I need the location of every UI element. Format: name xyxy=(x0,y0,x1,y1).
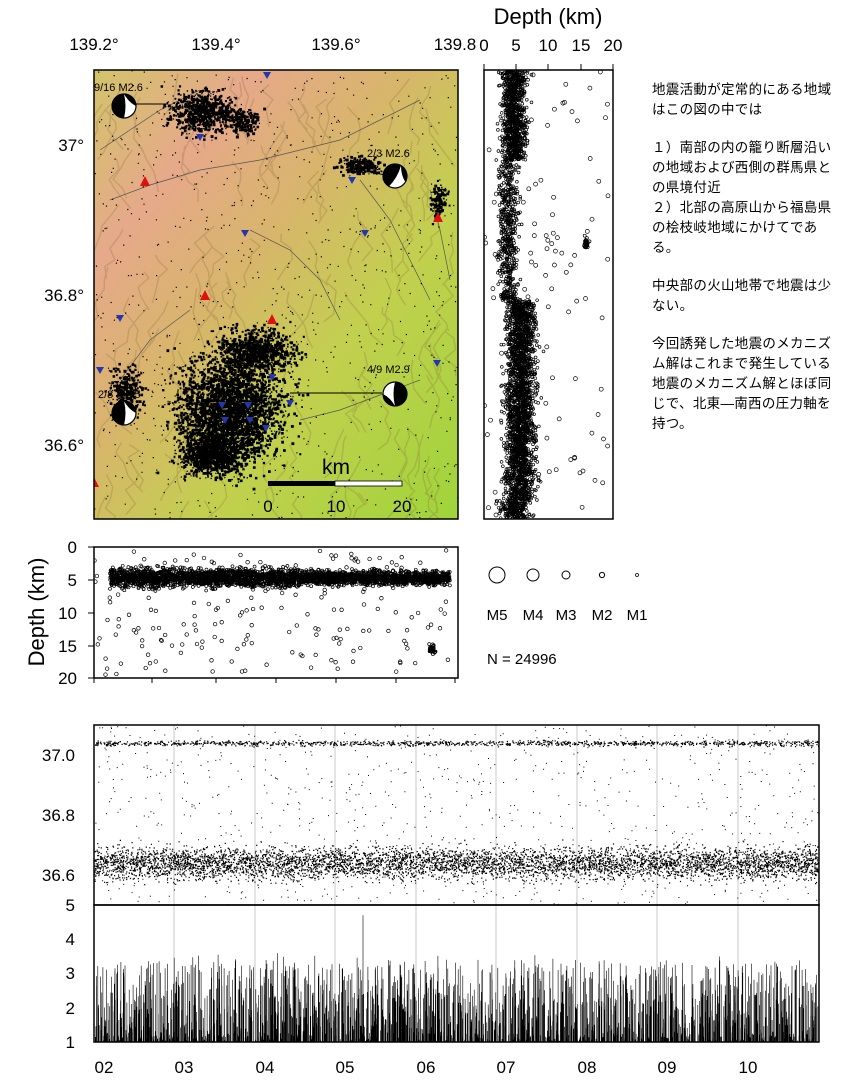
mechanism-2-8: 2/8 M2.5 xyxy=(98,389,141,426)
depth-lat-tick-5: 5 xyxy=(511,36,520,55)
legend-circle-m1 xyxy=(635,573,639,577)
month-tick-09: 09 xyxy=(658,1058,677,1077)
mechanism-label: 2/3 M2.6 xyxy=(367,148,410,160)
month-tick-labels: 02 03 04 05 06 07 08 09 10 xyxy=(95,1058,758,1077)
month-tick-02: 02 xyxy=(95,1058,114,1077)
mechanism-9-16: 9/16 M2.6 xyxy=(94,82,168,119)
legend-label-m2: M2 xyxy=(592,607,613,624)
legend-circle-m4 xyxy=(526,568,540,582)
lon-tick-139-4: 139.4° xyxy=(191,35,240,54)
month-tick-07: 07 xyxy=(497,1058,516,1077)
scale-tick-0: 0 xyxy=(263,497,272,516)
mechanism-4-9: 4/9 M2.9 xyxy=(290,364,410,407)
lat-tick-37: 37° xyxy=(58,136,84,155)
mt-tick-4: 4 xyxy=(66,930,75,949)
mechanism-label: 9/16 M2.6 xyxy=(94,82,143,94)
scale-label: km xyxy=(322,456,350,479)
lon-tick-139-2: 139.2° xyxy=(69,35,118,54)
lon-tick-139-6: 139.6° xyxy=(311,35,360,54)
depth-lat-tick-20: 20 xyxy=(604,36,623,55)
legend-circle-m2 xyxy=(598,571,606,579)
mt-tick-2: 2 xyxy=(66,999,75,1018)
depth-lon-title: Depth (km) xyxy=(24,558,49,667)
depth-latitude-section: Depth (km) 0 5 10 15 20 xyxy=(479,4,622,520)
depth-longitude-section: Depth (km) 0 5 10 15 20 xyxy=(24,538,459,688)
description-text: 地震活動が定常的にある地域はこの図の中では １）南部の内の籠り断層沿いの地域およ… xyxy=(652,80,844,452)
lon-tick-139-8: 139.8 xyxy=(434,35,477,54)
legend-circle-m3 xyxy=(561,570,571,580)
volcano-markers xyxy=(94,176,443,487)
description-para-2: １）南部の内の籠り断層沿いの地域および西側の群馬県との県境付近 xyxy=(652,140,832,196)
mechanism-label: 2/8 M2.5 xyxy=(98,389,141,401)
legend-circle-m5 xyxy=(488,566,506,584)
legend-label-m5: M5 xyxy=(487,607,508,624)
scale-tick-10: 10 xyxy=(327,497,346,516)
month-tick-03: 03 xyxy=(175,1058,194,1077)
depth-lon-tick-5: 5 xyxy=(68,571,77,590)
depth-lon-tick-0: 0 xyxy=(68,538,77,557)
description-para-5: 今回誘発した地震のメカニズム解はこれまで発生している地震のメカニズム解とほぼ同じ… xyxy=(652,336,832,432)
magnitude-time-plot: 5 4 3 2 1 02 03 04 05 06 07 08 09 10 xyxy=(66,896,820,1077)
tl-tick-37-0: 37.0 xyxy=(42,746,75,765)
legend-label-m4: M4 xyxy=(523,607,544,624)
magnitude-legend: M5 M4 M3 M2 M1 xyxy=(487,566,648,624)
description-para-4: 中央部の火山地帯で地震は少ない。 xyxy=(652,278,832,314)
legend-label-m3: M3 xyxy=(556,607,577,624)
tl-tick-36-8: 36.8 xyxy=(42,806,75,825)
scale-bar: km 0 10 20 xyxy=(263,456,411,516)
mt-tick-1: 1 xyxy=(66,1033,75,1052)
depth-lon-tick-20: 20 xyxy=(58,669,77,688)
depth-lat-title: Depth (km) xyxy=(494,4,603,29)
event-count: N = 24996 xyxy=(487,651,557,668)
month-tick-10: 10 xyxy=(739,1058,758,1077)
depth-lon-tick-10: 10 xyxy=(58,604,77,623)
mechanism-2-3: 2/3 M2.6 xyxy=(351,148,410,189)
legend-label-m1: M1 xyxy=(627,607,648,624)
epicenter-map: 139.2° 139.4° 139.6° 139.8 37° 36.8° 36.… xyxy=(44,35,477,520)
depth-lat-tick-15: 15 xyxy=(572,36,591,55)
mt-tick-5: 5 xyxy=(66,896,75,915)
lat-tick-36-8: 36.8° xyxy=(44,286,84,305)
description-para-1: 地震活動が定常的にある地域はこの図の中では xyxy=(652,82,832,118)
description-para-3: ２）北部の高原山から福島県の桧枝岐地域にかけてである。 xyxy=(652,200,832,256)
month-tick-06: 06 xyxy=(417,1058,436,1077)
mt-tick-3: 3 xyxy=(66,964,75,983)
month-tick-05: 05 xyxy=(336,1058,355,1077)
depth-lon-tick-15: 15 xyxy=(58,637,77,656)
month-tick-04: 04 xyxy=(256,1058,275,1077)
lat-tick-36-6: 36.6° xyxy=(44,436,84,455)
mechanism-label: 4/9 M2.9 xyxy=(367,364,410,376)
tl-tick-36-6: 36.6 xyxy=(42,866,75,885)
depth-lat-tick-0: 0 xyxy=(479,36,488,55)
depth-lat-tick-10: 10 xyxy=(539,36,558,55)
scale-tick-20: 20 xyxy=(393,497,412,516)
month-tick-08: 08 xyxy=(578,1058,597,1077)
